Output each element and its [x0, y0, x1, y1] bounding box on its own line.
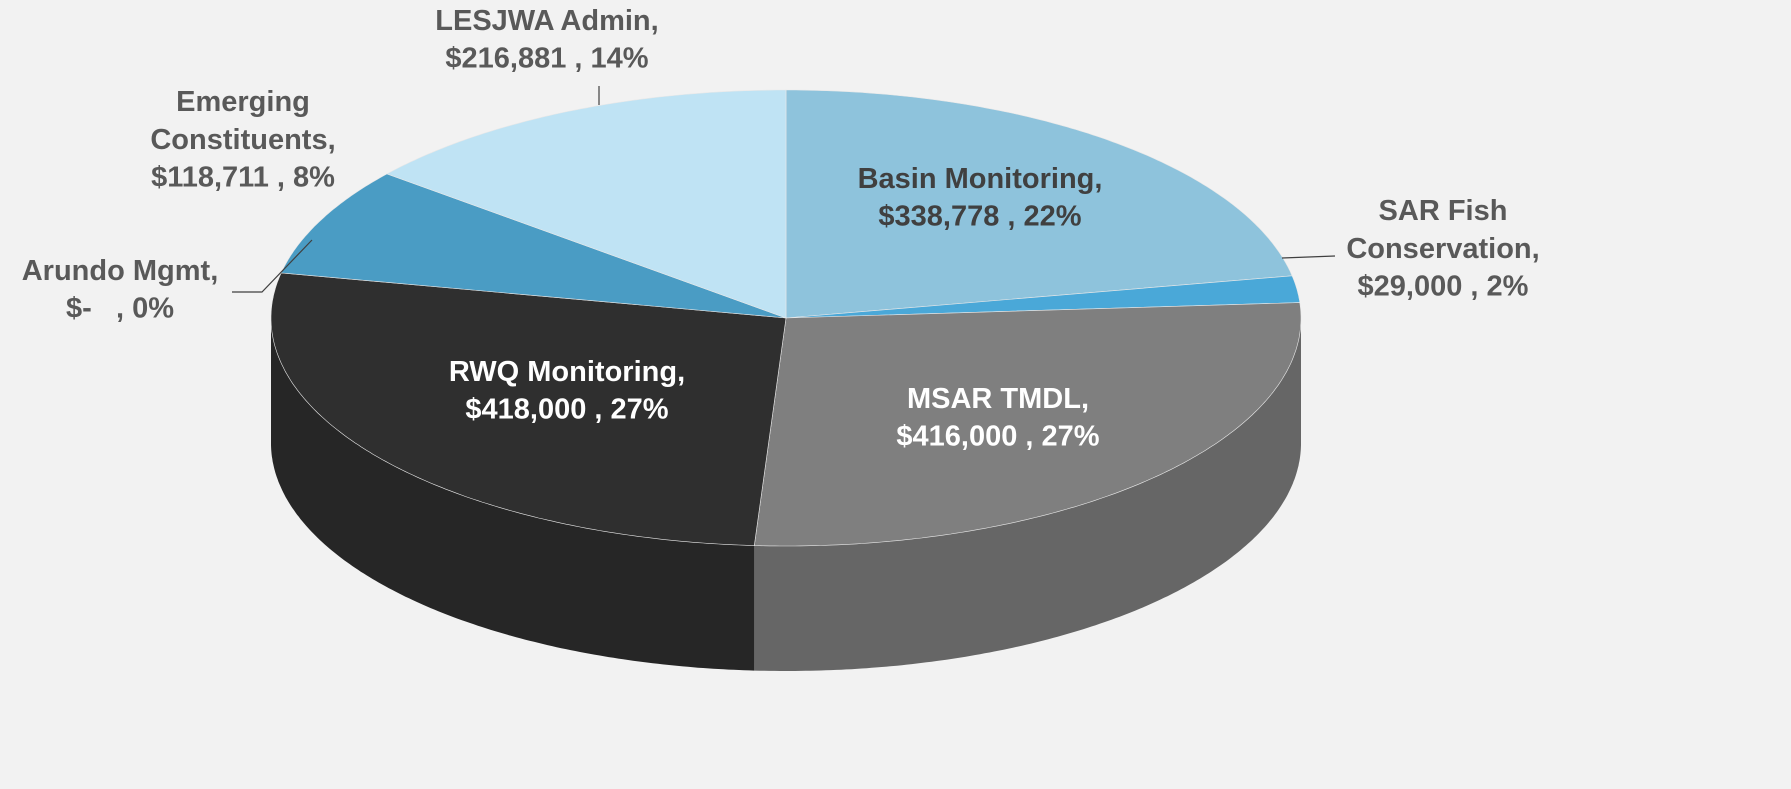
pie-slice-side: [271, 318, 755, 671]
category-label-line: SAR Fish: [1379, 195, 1508, 227]
category-label-line: LESJWA Admin,: [435, 5, 658, 37]
category-label: Emerging Constituents,: [150, 86, 335, 156]
category-label: Arundo Mgmt,: [22, 255, 219, 287]
pie-slice: [386, 89, 787, 319]
pie-slice-side: [754, 318, 1301, 671]
category-label-line: Conservation,: [1346, 233, 1539, 265]
category-label: RWQ Monitoring,: [449, 356, 685, 388]
pie-slice: [753, 302, 1302, 547]
pie-slice: [785, 89, 1293, 319]
leader-line: [1281, 255, 1336, 259]
value-label: $29,000 , 2%: [1358, 271, 1529, 303]
value-label: $416,000 , 27%: [896, 421, 1099, 453]
category-label: SAR Fish Conservation,: [1346, 195, 1539, 265]
value-label: $118,711 , 8%: [151, 162, 335, 194]
category-label: LESJWA Admin,: [435, 5, 658, 37]
category-label-line: Emerging: [176, 86, 310, 118]
category-label: Basin Monitoring,: [858, 163, 1103, 195]
category-label-line: Arundo Mgmt,: [22, 255, 219, 287]
pie-slice: [785, 275, 1301, 319]
value-label: $- , 0%: [66, 293, 174, 325]
value-label: $338,778 , 22%: [878, 201, 1081, 233]
category-label: MSAR TMDL,: [907, 383, 1089, 415]
leader-line: [232, 239, 313, 293]
value-label: $418,000 , 27%: [465, 394, 668, 426]
category-label-line: RWQ Monitoring,: [449, 356, 685, 388]
value-label: $216,881 , 14%: [445, 43, 648, 75]
pie-slice: [270, 272, 787, 546]
pie-slice: [280, 173, 787, 319]
category-label-line: Constituents,: [150, 124, 335, 156]
category-label-line: MSAR TMDL,: [907, 383, 1089, 415]
category-label-line: Basin Monitoring,: [858, 163, 1103, 195]
